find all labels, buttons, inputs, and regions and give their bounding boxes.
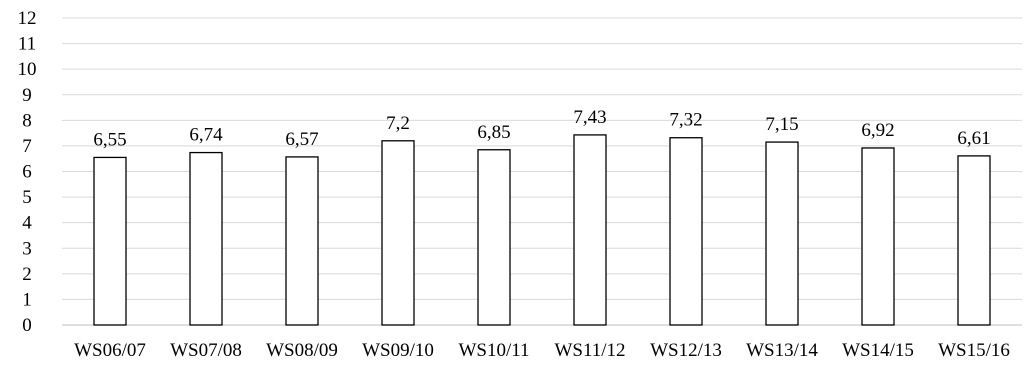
data-label: 7,32 [669, 110, 702, 131]
x-category-label: WS12/13 [650, 340, 722, 361]
bar [285, 156, 319, 326]
bar [957, 155, 991, 326]
bar [93, 156, 127, 326]
bar [765, 141, 799, 326]
data-label: 6,57 [285, 129, 318, 150]
bar [477, 149, 511, 326]
data-label: 6,74 [189, 125, 223, 146]
data-labels: 6,55 6,74 6,57 7,2 6,85 7,43 7,32 7,15 6,92 6,61 [93, 107, 990, 151]
data-label: 7,2 [386, 113, 410, 134]
bar [381, 140, 415, 326]
data-label: 6,92 [861, 120, 894, 141]
x-category-label: WS11/12 [554, 340, 625, 361]
x-axis-categories: WS06/07 WS07/08 WS08/09 WS09/10 WS10/11 WS11/… [74, 340, 1010, 361]
y-tick-label: 4 [22, 213, 32, 234]
bar [573, 134, 607, 326]
y-tick-label: 11 [18, 34, 36, 55]
data-label: 6,85 [477, 122, 510, 143]
x-category-label: WS09/10 [362, 340, 434, 361]
y-tick-label: 8 [22, 110, 32, 131]
y-tick-label: 2 [22, 264, 32, 285]
y-tick-label: 6 [22, 162, 32, 183]
x-category-label: WS14/15 [842, 340, 914, 361]
data-label: 7,43 [573, 107, 606, 128]
y-tick-label: 5 [22, 187, 32, 208]
y-tick-label: 7 [22, 136, 32, 157]
bar [669, 137, 703, 326]
x-category-label: WS06/07 [74, 340, 146, 361]
data-label: 6,61 [957, 128, 990, 149]
x-category-label: WS13/14 [746, 340, 818, 361]
y-tick-label: 10 [18, 59, 37, 80]
y-tick-label: 9 [22, 85, 32, 106]
x-category-label: WS07/08 [170, 340, 242, 361]
x-category-label: WS15/16 [938, 340, 1010, 361]
y-tick-label: 0 [22, 315, 32, 336]
y-tick-label: 3 [22, 238, 32, 259]
bars [93, 134, 991, 326]
bar [189, 151, 223, 326]
bar [861, 147, 895, 326]
y-tick-label: 1 [22, 289, 32, 310]
y-tick-label: 12 [18, 8, 37, 29]
data-label: 6,55 [93, 129, 126, 150]
data-label: 7,15 [765, 114, 798, 135]
x-category-label: WS10/11 [458, 340, 529, 361]
x-category-label: WS08/09 [266, 340, 338, 361]
